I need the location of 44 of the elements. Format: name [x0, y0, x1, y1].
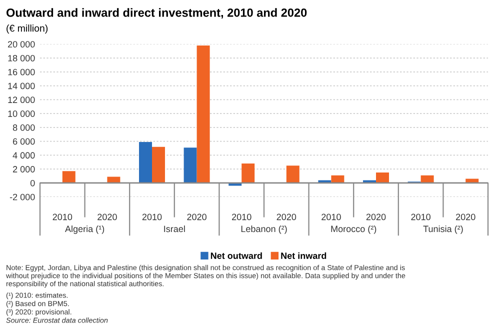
x-tick-label: 2020	[98, 214, 117, 220]
text: Israel	[164, 225, 185, 232]
y-tick-label: -2 000	[10, 194, 35, 200]
x-tick-label: 2010	[411, 214, 430, 220]
bar	[286, 166, 300, 183]
x-tick-label: 2020	[276, 214, 296, 220]
bar	[139, 142, 152, 183]
y-tick-label: 12 000	[8, 96, 35, 104]
y-tick-label: 8 000	[12, 124, 35, 131]
bar	[242, 164, 255, 183]
text: Algeria (¹)	[65, 225, 104, 234]
text: Lebanon (²)	[241, 225, 287, 234]
y-tick-label: 16 000	[8, 68, 35, 76]
x-tick-label: 2020	[456, 214, 476, 220]
x-tick-label: 2010	[232, 214, 252, 220]
y-tick-label: 4 000	[12, 152, 35, 159]
text: Tunisia (²)	[423, 225, 463, 234]
bar	[363, 180, 376, 183]
y-tick-label: 2 000	[13, 166, 35, 172]
legend-label: Net inward	[281, 252, 326, 259]
bar	[107, 176, 120, 183]
x-tick-label: 2010	[52, 214, 72, 220]
x-tick-label: 2020	[187, 214, 206, 220]
bar	[376, 172, 389, 183]
chart-title: Outward and inward direct investment, 2010 and 2020	[6, 8, 307, 19]
bar	[420, 175, 434, 183]
y-tick-label: 18 000	[8, 54, 35, 62]
text: Morocco (²)	[331, 225, 376, 234]
x-tick-label: 2020	[366, 214, 386, 220]
bar	[184, 148, 197, 183]
y-tick-label: 20 000	[8, 41, 35, 48]
legend-label: Net outward	[210, 252, 262, 259]
x-tick-label: 2010	[142, 214, 162, 220]
y-tick-label: 14 000	[8, 82, 35, 90]
y-tick-label: 0	[30, 180, 35, 186]
bar	[62, 171, 76, 183]
bar	[331, 175, 344, 183]
bar	[196, 46, 210, 183]
bar	[318, 180, 332, 183]
chart-subtitle: (€ million)	[6, 24, 48, 34]
x-tick-label: 2010	[322, 214, 341, 220]
bar	[152, 146, 165, 183]
y-tick-label: 6 000	[13, 138, 35, 145]
y-tick-label: 10 000	[8, 110, 35, 117]
